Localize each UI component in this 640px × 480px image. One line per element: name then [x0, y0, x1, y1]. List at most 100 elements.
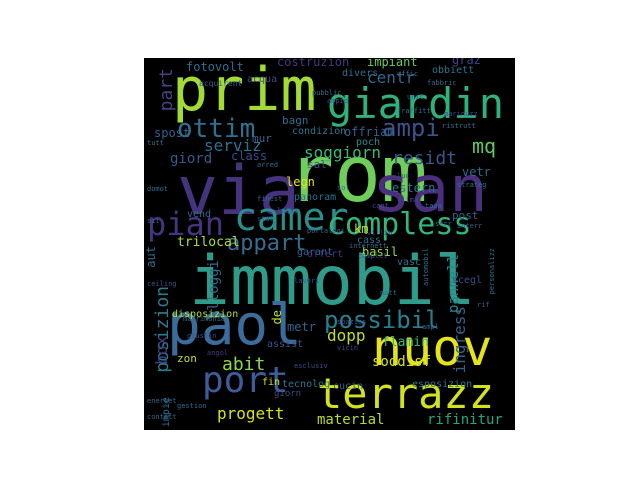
word-material: material	[317, 412, 385, 428]
word-trilocal: trilocal	[177, 235, 240, 250]
word-pian: pian	[147, 205, 225, 243]
word-giorn: giorn	[274, 389, 302, 399]
word-assist: assist	[267, 339, 304, 350]
word-energet: energet	[147, 397, 177, 405]
word-nott: nott	[380, 289, 397, 297]
word-garant: garant	[297, 247, 334, 258]
word-offert: offert	[307, 249, 344, 260]
word-giord: giord	[170, 151, 213, 167]
word-camer: camer	[234, 195, 349, 239]
word-compless: compless	[327, 207, 472, 242]
word-sol: sol	[337, 184, 350, 192]
word-acquirent: acquirent	[199, 79, 243, 88]
word-lusso: lusso	[277, 207, 299, 215]
word-box: box	[152, 336, 171, 365]
word-zon: zon	[177, 352, 197, 365]
word-luc: luc	[397, 172, 410, 180]
word-aut: aut	[144, 246, 158, 268]
word-ottim: ottim	[177, 114, 256, 144]
word-costruzion: costruzion	[277, 58, 350, 69]
word-metr: metr	[287, 320, 316, 334]
word-rifinitur: rifinitur	[427, 412, 503, 428]
word-abit: abit	[222, 354, 266, 375]
word-cucin: cucin	[333, 381, 364, 392]
word-domot: domot	[147, 185, 169, 193]
word-cass: cass	[357, 235, 382, 246]
word-stat: stat	[257, 215, 274, 223]
word-prim: prim	[172, 58, 317, 125]
word-via: via	[177, 152, 300, 231]
word-possibil: possibil	[324, 306, 440, 334]
word-obbiett: obbiett	[432, 65, 475, 76]
word-complet: complet	[358, 252, 388, 260]
word-soddisf: soddisf	[372, 354, 432, 370]
word-angol: angol	[207, 349, 229, 357]
word-tecnolog: tecnolog	[282, 379, 331, 390]
word-marinuzz: marinuzz	[444, 110, 478, 118]
word-serr: serr	[435, 220, 452, 228]
word-rom: rom	[287, 130, 428, 220]
word-cloud: immobil rom via san prim paol nuov giardin terra…	[144, 58, 515, 430]
word-lavori: lavori	[294, 277, 320, 285]
word-ingress: ingress	[450, 306, 469, 374]
word-clima: clima	[397, 196, 419, 204]
word-condizion: condizion	[292, 126, 347, 137]
word-gestion: gestion	[177, 402, 207, 410]
word-ampi: ampi	[382, 114, 440, 142]
word-internett: internett	[349, 242, 387, 250]
word-esposizion: esposizion	[412, 379, 473, 390]
word-appart: appart	[227, 231, 307, 256]
word-divers: divers	[342, 68, 379, 79]
word-villin: villin	[367, 229, 393, 237]
word-post: post	[452, 209, 479, 222]
word-port: port	[202, 360, 289, 401]
word-nuov: nuov	[372, 319, 493, 377]
word-ristrutt: ristrutt	[442, 122, 476, 130]
word-panoram: panoram	[294, 192, 337, 203]
word-mq: mq	[472, 134, 497, 158]
word-ampio: ampio	[327, 97, 349, 105]
word-flamin: flamin	[382, 335, 429, 350]
word-vend: vend	[187, 209, 212, 220]
word-pubblic: pubblic	[312, 89, 342, 97]
word-impiant: impiant	[367, 58, 418, 69]
word-portalogi: portalogi	[307, 227, 345, 235]
word-matrimonial: matrimonial	[183, 315, 230, 323]
word-sit: sit	[147, 217, 160, 225]
word-class: class	[231, 149, 268, 163]
word-paol: paol	[167, 293, 302, 358]
word-acqua: acqua	[247, 74, 278, 85]
word-vasc: vasc	[397, 257, 422, 268]
word-vicin: vicin	[337, 344, 359, 352]
word-spost: spost	[154, 126, 191, 140]
word-contatt: contatt	[147, 413, 177, 421]
word-san: san	[372, 153, 488, 227]
word-unic: unic	[407, 93, 424, 101]
word-fotovolt: fotovolt	[186, 60, 244, 74]
word-arred: arred	[257, 161, 279, 169]
word-dopp: dopp	[327, 326, 366, 345]
word-km: km	[354, 222, 369, 236]
word-cant: cant	[372, 202, 389, 210]
word-progett: progett	[217, 404, 285, 423]
word-fraffitt: fraffitt	[397, 107, 431, 115]
word-finest: finest	[257, 195, 283, 203]
word-terrazz: terrazz	[317, 369, 495, 418]
word-estern: estern	[392, 181, 436, 195]
word-scegl: scegl	[452, 275, 483, 286]
word-fabbric: fabbric	[427, 79, 457, 87]
word-giardin: giardin	[327, 79, 505, 128]
word-disposizion: disposizion	[172, 309, 239, 320]
word-serviz: serviz	[204, 136, 262, 155]
word-de: de	[270, 310, 284, 325]
word-interr: interr	[457, 222, 483, 230]
word-esclusiv: esclusiv	[294, 362, 328, 370]
word-legn: legn	[286, 175, 315, 189]
word-personalizz: personalizz	[488, 248, 496, 295]
word-fin: fin	[262, 377, 281, 388]
word-vetr: vetr	[462, 165, 491, 179]
word-automobil: automobil	[422, 248, 430, 286]
word-ampl: ampl	[422, 323, 439, 331]
word-part: part	[156, 68, 177, 112]
word-residt: residt	[392, 148, 458, 169]
